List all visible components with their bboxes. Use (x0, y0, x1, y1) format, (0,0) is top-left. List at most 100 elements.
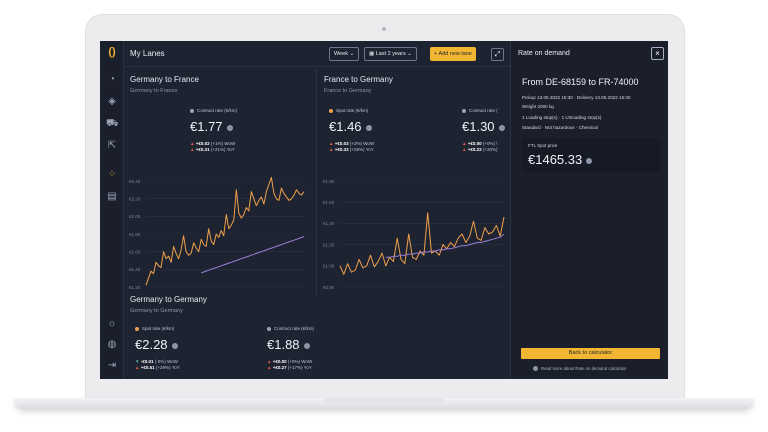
info-icon[interactable] (303, 342, 310, 349)
spot-rate-line (339, 212, 505, 275)
y-tick-label: €1.60 (323, 200, 335, 205)
legend-dot (267, 326, 271, 331)
lane-panel-de-de: Germany to Germany Germany to Germany (130, 295, 207, 314)
y-tick-label: €2.40 (129, 179, 141, 184)
app-screen: () ◔ ◈ ⛟ ⇱ ⁘ ▤ ☼ ◍ ⇥ My Lanes Week ⌄ ▦ L… (100, 41, 668, 379)
up-marker-icon: ▲ (135, 365, 140, 370)
up-marker-icon: ▲ (267, 359, 272, 364)
laptop-base (14, 398, 754, 410)
globe-icon[interactable]: ◍ (107, 339, 117, 350)
lane-subtitle: Germany to France (130, 88, 178, 94)
document-icon[interactable]: ▤ (107, 191, 117, 202)
lane-panel-fr-de: France to Germany France to Germany (324, 75, 393, 94)
info-icon[interactable] (226, 124, 233, 131)
lane-title: France to Germany (324, 75, 393, 84)
weight-text: Weight 2000 kg (522, 104, 554, 109)
metric-label: Contract rate ( (469, 108, 498, 113)
chart-icon[interactable]: ◔ (108, 74, 116, 85)
lane-subtitle: France to Germany (324, 88, 372, 94)
metric-spot-rate: Spot rate (€/km) €1.46 ▲ +€0.03 (+2%) Wo… (329, 108, 399, 153)
truck-icon[interactable]: ⛟ (106, 118, 119, 129)
up-marker-icon: ▲ (462, 147, 467, 152)
pickup-delivery-text: Pickup 13.06.2022 15:30 · Delivery 13.06… (522, 95, 631, 100)
read-more-link[interactable]: Read more about Rate on demand calculato… (533, 366, 627, 372)
info-icon (533, 366, 538, 372)
y-tick-label: €1.20 (323, 242, 335, 247)
export-icon[interactable]: ⇱ (107, 140, 117, 151)
up-marker-icon: ▲ (267, 365, 272, 370)
lanes-grid-icon[interactable]: ⁘ (107, 169, 117, 180)
info-icon[interactable] (365, 124, 372, 131)
up-marker-icon: ▲ (190, 141, 195, 146)
lanes-header: My Lanes Week ⌄ ▦ Last 2 years ⌄ + Add n… (124, 41, 510, 67)
lane-panel-de-fr: Germany to France Germany to France (130, 75, 199, 94)
metric-label: Contract rate (€/km) (197, 108, 238, 113)
y-tick-label: €1.40 (129, 267, 141, 272)
metric-deltas: ▲ +€0.02 (+1%) WoW ▲ +€0.31 (+21%) YoY (190, 141, 236, 152)
close-icon[interactable]: × (651, 47, 664, 60)
info-icon[interactable] (586, 157, 593, 164)
legend-dot (462, 108, 466, 113)
spot-rate-line (145, 177, 305, 286)
panel-divider (316, 69, 317, 295)
add-lane-button[interactable]: + Add new lane (430, 47, 476, 61)
y-tick-label: €1.80 (323, 179, 335, 184)
y-tick-label: €1.60 (129, 249, 141, 254)
metric-spot-rate: Spot rate (€/km) €2.28 ▼ -€0.01 (-0%) Wo… (135, 326, 205, 371)
laptop-notch (324, 398, 444, 404)
metric-label: Spot rate (€/km) (142, 326, 175, 331)
contract-rate-line (385, 233, 505, 258)
metric-value: €2.28 (135, 337, 168, 352)
y-tick-label: €1.00 (323, 264, 335, 269)
lane-chart-fr-de: €1.80 €1.60 €1.40 €1.20 €1.00 €0.80 (323, 179, 505, 290)
metric-contract-rate: Contract rate (€/km) €1.88 ▲ +€0.00 (+0%… (267, 326, 337, 371)
metric-label: Contract rate (€/km) (274, 326, 315, 331)
metric-label: Spot rate (€/km) (336, 108, 369, 113)
y-tick-label: €2.00 (129, 214, 141, 219)
metric-deltas: ▲ +€0.03 (+2%) WoW ▲ +€0.33 (+29%) YoY (329, 141, 375, 152)
sun-icon[interactable]: ☼ (107, 318, 117, 329)
metric-deltas: ▲ +€0.00 (+0%) WoW ▲ +€0.27 (+17%) YoY (267, 359, 313, 370)
up-marker-icon: ▲ (329, 147, 334, 152)
metric-contract-rate: Contract rate ( €1.30 ▲ +€0.00 (+0%) \ ▲… (462, 108, 508, 153)
app-logo-icon: () (108, 46, 116, 58)
metric-contract-rate: Contract rate (€/km) €1.77 ▲ +€0.02 (+1%… (190, 108, 260, 153)
y-tick-label: €1.40 (323, 221, 335, 226)
contract-rate-line (201, 236, 305, 274)
up-marker-icon: ▲ (329, 141, 334, 146)
metric-value: €1.88 (267, 337, 300, 352)
down-marker-icon: ▼ (135, 359, 140, 364)
info-icon[interactable] (171, 342, 178, 349)
lane-title: Germany to Germany (130, 295, 207, 304)
lane-title: Germany to France (130, 75, 199, 84)
ftl-price-card: FTL Spot price €1465.33 (522, 138, 660, 172)
route-heading: From DE-68159 to FR-74000 (522, 77, 639, 87)
stops-text: 1 Loading stop(s) · 1 Unloading stop(s) (522, 115, 602, 120)
metric-value: €1.30 (462, 119, 495, 134)
info-icon[interactable] (498, 124, 505, 131)
period-select[interactable]: Week ⌄ (329, 47, 360, 61)
legend-dot (135, 326, 139, 331)
range-select[interactable]: ▦ Last 2 years ⌄ (364, 47, 417, 61)
metric-deltas: ▲ +€0.00 (+0%) \ ▲ +€0.22 (+20%) (462, 141, 498, 152)
ftl-value: €1465.33 (528, 152, 583, 167)
y-tick-label: €2.20 (129, 196, 141, 201)
route-icon[interactable]: ◈ (108, 96, 116, 107)
page-title: My Lanes (130, 49, 165, 58)
metric-deltas: ▼ -€0.01 (-0%) WoW ▲ +€0.51 (+29%) YoY (135, 359, 180, 370)
expand-icon[interactable]: ⤢ (491, 48, 504, 61)
nav-rail: () ◔ ◈ ⛟ ⇱ ⁘ ▤ ☼ ◍ ⇥ (100, 41, 124, 379)
panel-title: Rate on demand (518, 50, 570, 57)
logout-icon[interactable]: ⇥ (107, 360, 117, 371)
y-tick-label: €1.20 (129, 285, 141, 290)
metric-value: €1.46 (329, 119, 362, 134)
laptop-camera (382, 27, 386, 31)
lane-subtitle: Germany to Germany (130, 308, 183, 314)
metric-value: €1.77 (190, 119, 223, 134)
y-tick-label: €1.80 (129, 232, 141, 237)
up-marker-icon: ▲ (190, 147, 195, 152)
attributes-text: Standard · Not hazardous · Chemical (522, 125, 598, 130)
legend-dot (190, 108, 194, 113)
back-to-calculator-button[interactable]: Back to calculator (521, 348, 660, 359)
ftl-label: FTL Spot price (528, 143, 558, 148)
